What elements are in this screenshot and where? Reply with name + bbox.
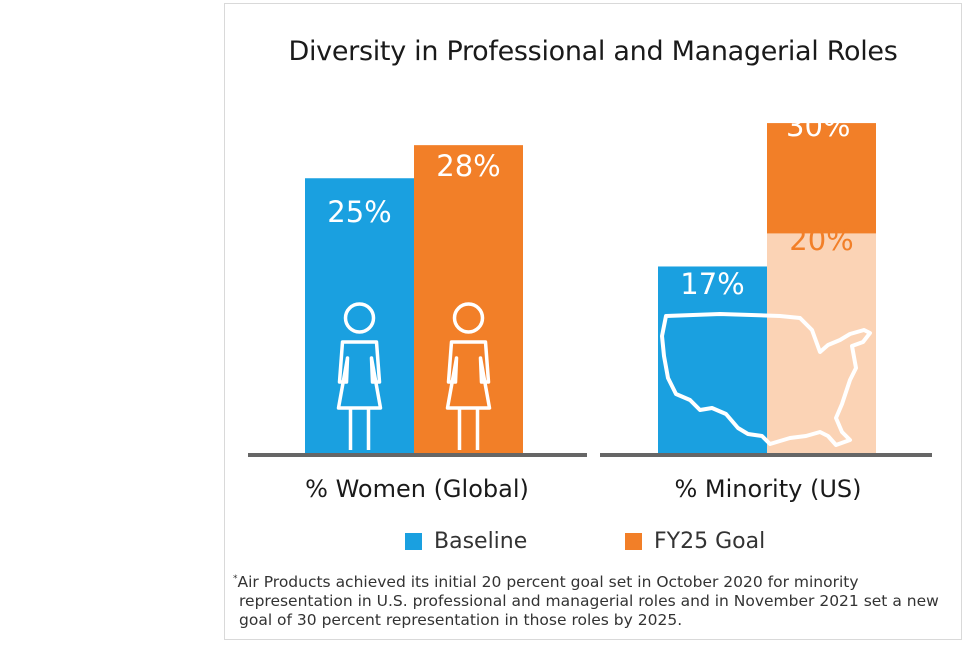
usa-map-icon	[660, 312, 872, 447]
legend-label-baseline: Baseline	[434, 528, 528, 554]
legend-swatch-baseline	[405, 532, 422, 550]
legend-label-fy25-goal: FY25 Goal	[654, 528, 766, 554]
legend-swatch-fy25-goal	[625, 532, 642, 550]
value-label-fy25-goal-minority: 30%*	[786, 109, 857, 143]
category-label-minority: % Minority (US)	[674, 475, 861, 503]
woman-icon	[336, 302, 383, 450]
legend-baseline: Baseline	[405, 527, 527, 555]
value-label-baseline-minority: 17%	[680, 267, 744, 301]
footnote-line-1: *Air Products achieved its initial 20 pe…	[233, 573, 859, 592]
value-label-initial-goal-minority: 20%	[789, 223, 853, 257]
legend-fy25-goal: FY25 Goal	[625, 527, 765, 555]
footnote-line-3: goal of 30 percent representation in tho…	[239, 611, 683, 630]
bar-fy25-goal-women	[414, 145, 523, 454]
chart-title: Diversity in Professional and Managerial…	[288, 36, 898, 67]
footnote-asterisk: *	[233, 574, 238, 584]
value-label-baseline-women: 25%	[327, 195, 391, 229]
footnote-line-2: representation in U.S. professional and …	[239, 592, 939, 611]
value-label-fy25-goal-women: 28%	[436, 149, 500, 183]
footnote: *Air Products achieved its initial 20 pe…	[233, 570, 948, 630]
woman-icon	[445, 302, 492, 450]
category-label-women: % Women (Global)	[305, 475, 529, 503]
bar-baseline-minority	[658, 266, 767, 454]
